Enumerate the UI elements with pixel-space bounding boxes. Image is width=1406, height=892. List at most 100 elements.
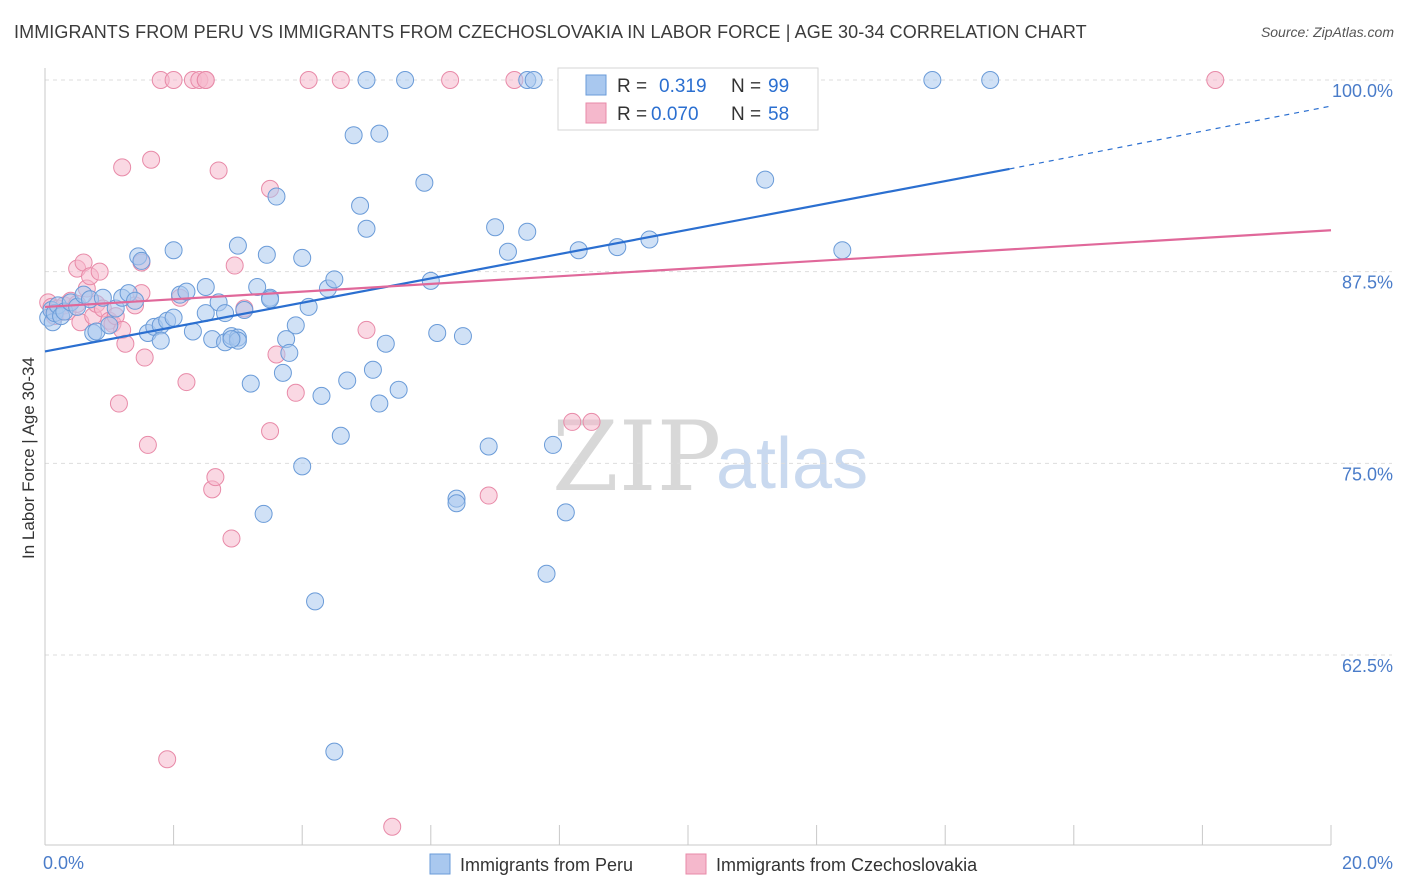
peru-point-67 — [357, 71, 376, 89]
peru-point-80 — [479, 437, 498, 456]
peru-point-14 — [100, 316, 119, 335]
peru-series — [39, 71, 1000, 761]
peru-point-96 — [833, 241, 852, 260]
peru-point-53 — [286, 316, 305, 335]
peru-point-88 — [556, 503, 575, 522]
czech-point-46 — [261, 422, 280, 441]
czech-point-40 — [206, 468, 225, 487]
peru-point-41 — [228, 236, 247, 255]
y-tick-label-2: 87.5% — [1342, 273, 1393, 293]
correlation-legend: R = 0.319 N = 99 R = 0.070 N = 58 — [557, 67, 819, 131]
peru-point-66 — [357, 219, 376, 238]
czech-point-32 — [164, 71, 183, 89]
czech-point-15 — [90, 262, 109, 281]
peru-point-82 — [498, 242, 517, 261]
czech-point-21 — [109, 394, 128, 413]
y-tick-labels: 62.5% 75.0% 87.5% 100.0% — [1332, 81, 1393, 676]
czech-point-38 — [196, 71, 215, 89]
peru-point-27 — [164, 241, 183, 260]
source-label: Source: ZipAtlas.com — [1260, 24, 1394, 40]
peru-point-79 — [453, 327, 472, 346]
peru-point-74 — [415, 173, 434, 192]
bottom-legend-czech-label: Immigrants from Czechoslovakia — [716, 855, 978, 875]
czech-point-50 — [331, 71, 350, 89]
peru-point-86 — [537, 564, 556, 583]
peru-point-95 — [756, 170, 775, 189]
peru-point-81 — [486, 218, 505, 237]
peru-point-76 — [428, 324, 447, 342]
peru-point-83 — [518, 222, 537, 241]
czech-point-43 — [225, 256, 244, 275]
peru-point-48 — [257, 245, 276, 264]
czech-point-52 — [383, 817, 402, 836]
peru-point-43 — [241, 374, 260, 393]
y-tick-label-3: 100.0% — [1332, 81, 1393, 101]
czech-point-57 — [582, 412, 601, 431]
czech-point-56 — [563, 412, 582, 431]
czech-point-51 — [357, 320, 376, 339]
legend-czech-r-value: 0.070 — [651, 104, 699, 125]
peru-point-78 — [447, 494, 466, 513]
peru-point-40 — [222, 330, 241, 349]
y-axis-label: In Labor Force | Age 30-34 — [19, 357, 38, 559]
czech-point-49 — [299, 71, 318, 89]
peru-point-98 — [981, 71, 1000, 89]
bottom-legend-peru-swatch — [429, 853, 451, 875]
legend-peru-r-label: R = — [617, 76, 647, 97]
peru-point-93 — [640, 230, 659, 249]
x-tick-label-min: 0.0% — [43, 853, 84, 873]
peru-trend-line — [44, 167, 1010, 353]
czech-point-28 — [138, 435, 157, 454]
czech-point-42 — [222, 529, 241, 548]
peru-point-45 — [254, 504, 273, 523]
legend-peru-n-value: 99 — [768, 76, 789, 97]
peru-point-85 — [524, 71, 543, 89]
bottom-legend-czech-swatch — [685, 853, 707, 875]
y-tick-label-1: 75.0% — [1342, 464, 1393, 484]
watermark-atlas: atlas — [716, 424, 868, 504]
x-tick-marks — [44, 825, 1332, 845]
peru-point-75 — [421, 271, 440, 290]
peru-point-44 — [248, 278, 267, 296]
peru-point-57 — [306, 592, 325, 611]
peru-point-42 — [235, 301, 254, 319]
legend-peru-n-label: N = — [731, 76, 761, 97]
peru-point-47 — [267, 187, 286, 206]
peru-point-73 — [396, 71, 415, 89]
y-tick-label-0: 62.5% — [1342, 656, 1393, 676]
peru-point-71 — [376, 334, 395, 353]
peru-point-32 — [196, 278, 215, 296]
legend-peru-swatch — [585, 74, 607, 96]
legend-czech-n-label: N = — [731, 104, 761, 125]
peru-point-68 — [363, 360, 382, 379]
peru-point-72 — [389, 380, 408, 399]
x-tick-label-max: 20.0% — [1342, 853, 1393, 873]
czech-point-34 — [177, 373, 196, 392]
czech-point-41 — [209, 161, 228, 180]
legend-czech-r-label: R = — [617, 104, 647, 125]
czech-point-29 — [142, 150, 161, 169]
czech-point-48 — [286, 383, 305, 402]
peru-point-61 — [325, 742, 344, 761]
czech-point-54 — [479, 486, 498, 505]
peru-trend-extension — [1009, 105, 1332, 170]
legend-czech-swatch — [585, 102, 607, 124]
peru-point-26 — [164, 308, 183, 327]
peru-point-50 — [273, 363, 292, 382]
legend-peru-r-value: 0.319 — [659, 76, 707, 97]
czech-point-27 — [135, 348, 154, 367]
chart-title: IMMIGRANTS FROM PERU VS IMMIGRANTS FROM … — [14, 22, 1087, 42]
peru-point-54 — [293, 248, 312, 267]
peru-point-52 — [280, 343, 299, 362]
peru-point-87 — [543, 435, 562, 454]
peru-point-13 — [93, 288, 112, 307]
czech-point-31 — [158, 750, 177, 769]
peru-point-24 — [151, 331, 170, 350]
peru-point-20 — [132, 251, 151, 270]
peru-point-65 — [351, 196, 370, 215]
czech-trend-line — [44, 229, 1332, 309]
peru-point-97 — [923, 71, 942, 89]
gridlines — [45, 79, 1392, 656]
series-legend: Immigrants from Peru Immigrants from Cze… — [429, 853, 978, 875]
